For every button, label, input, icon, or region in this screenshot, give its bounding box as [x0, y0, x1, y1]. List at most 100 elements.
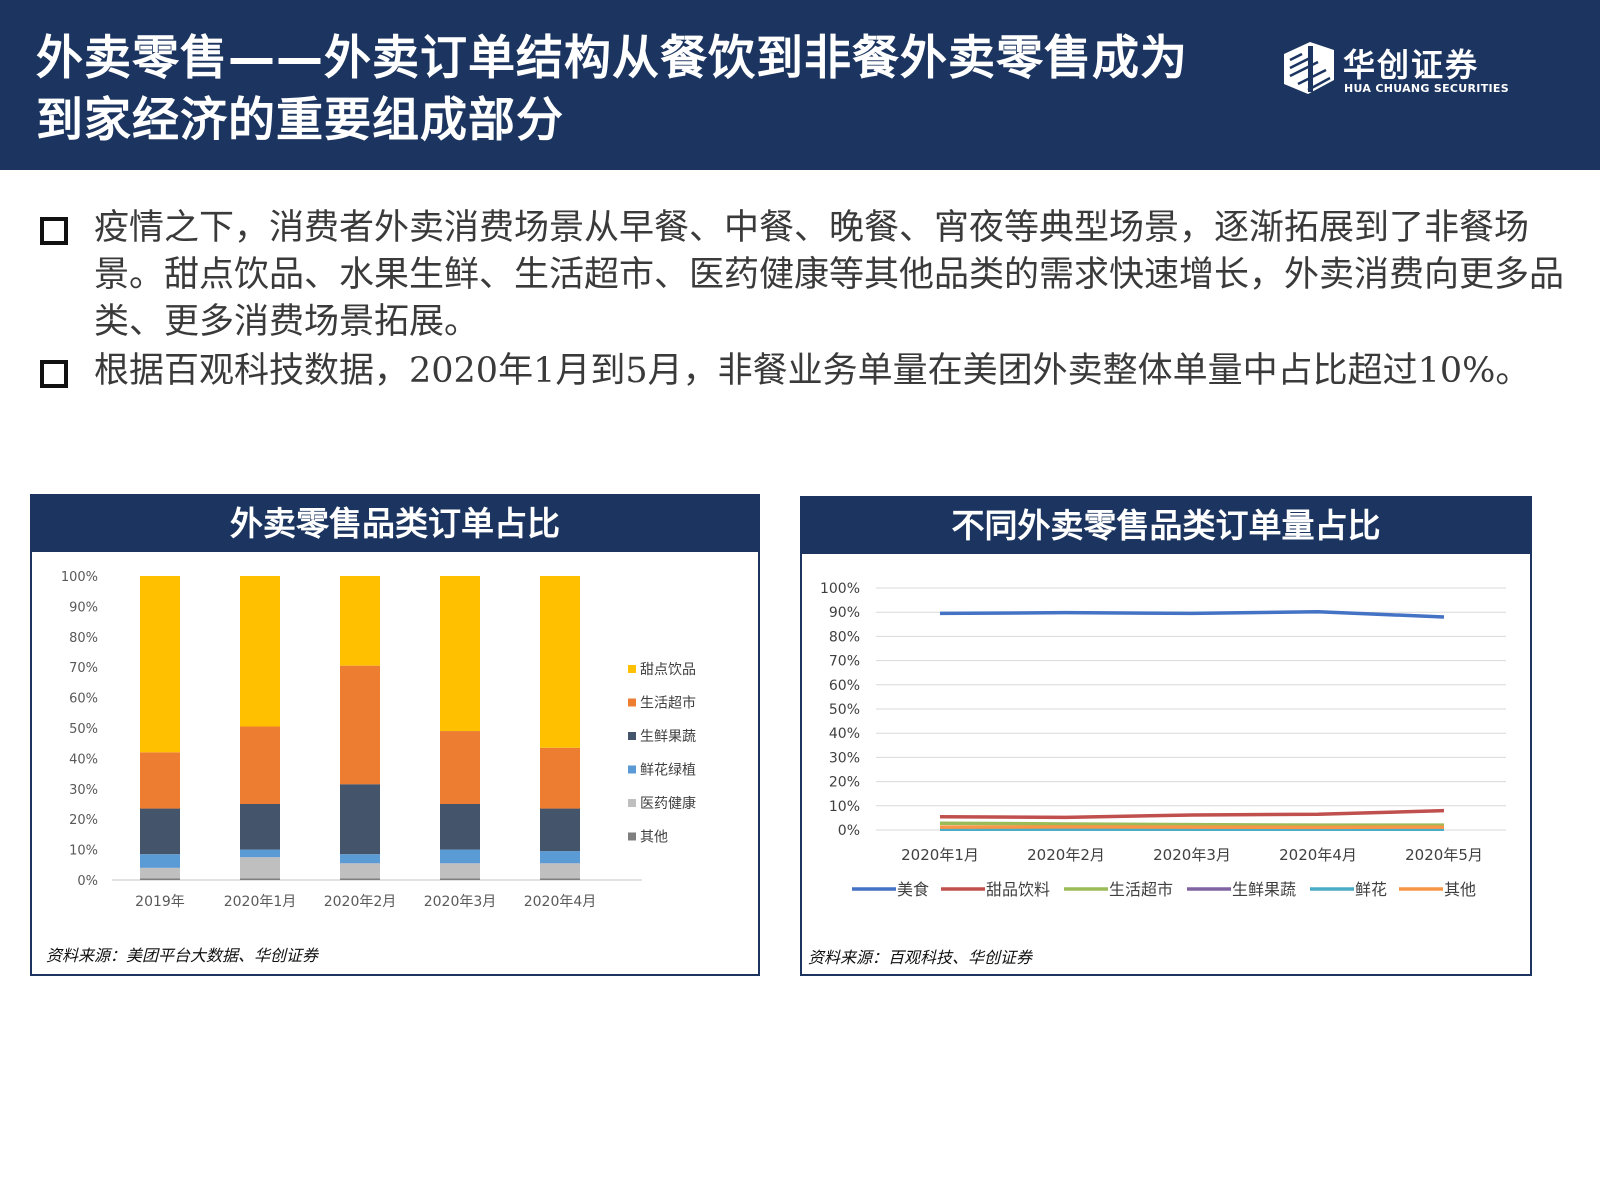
left-chart-panel: 外卖零售品类订单占比 0% 10% 20% 30% 40% 50% 60% 70% 80% 90%…	[30, 494, 760, 976]
brand-logo: 华创证券 HUA CHUANG SECURITIES	[1280, 40, 1520, 100]
bar-segment	[340, 863, 380, 879]
bar-segment	[440, 731, 480, 804]
y-tick-label: 30%	[829, 750, 860, 766]
x-tick-label: 2020年3月	[424, 894, 497, 910]
line-chart: 0% 10% 20% 30% 40% 50% 60% 70% 80% 90% 100% 2020年1月…	[820, 581, 1506, 899]
y-tick-label: 40%	[69, 752, 98, 767]
right-chart-panel: 不同外卖零售品类订单量占比 0% 10% 20% 30% 40% 50% 60% 70% 80%…	[800, 496, 1532, 976]
legend-label: 其他	[1444, 880, 1476, 899]
legend-swatch	[628, 799, 636, 807]
legend-swatch	[628, 765, 636, 774]
x-tick-label: 2020年5月	[1405, 846, 1483, 864]
bar-segment	[440, 576, 480, 732]
legend-label: 生活超市	[1109, 880, 1173, 899]
series-line	[939, 609, 1445, 619]
y-tick-label: 50%	[829, 702, 860, 718]
series-line	[939, 808, 1445, 820]
bar-segment	[540, 878, 580, 880]
bar-segment	[540, 863, 580, 879]
bullet-item: 疫情之下，消费者外卖消费场景从早餐、中餐、晚餐、宵夜等典型场景，逐渐拓展到了非餐…	[38, 205, 1568, 346]
y-tick-label: 90%	[829, 605, 860, 621]
bar-segment	[340, 784, 380, 855]
y-tick-label: 60%	[69, 692, 98, 707]
legend-swatch	[628, 698, 636, 707]
logo-text-cn: 华创证券	[1343, 46, 1480, 84]
checkbox-square-icon	[40, 217, 68, 245]
legend-swatch	[628, 732, 636, 740]
legend-label: 甜点饮品	[640, 662, 696, 678]
bar-segment	[140, 808, 180, 855]
bar-segment	[140, 576, 180, 753]
bar-segment	[340, 665, 380, 785]
stacked-bar-chart: 0% 10% 20% 30% 40% 50% 60% 70% 80% 90% 100% 2019年 20…	[61, 570, 696, 910]
y-tick-label: 80%	[69, 631, 98, 646]
bar-segment	[540, 576, 580, 748]
series-line	[939, 821, 1444, 827]
y-tick-label: 40%	[829, 726, 860, 742]
y-tick-label: 20%	[829, 775, 860, 791]
y-tick-label: 70%	[69, 661, 98, 676]
y-tick-label: 50%	[69, 722, 98, 737]
x-tick-label: 2020年4月	[1279, 846, 1357, 864]
y-tick-label: 20%	[69, 813, 98, 828]
bullet-item: 根据百观科技数据，2020年1月到5月，非餐业务单量在美团外卖整体单量中占比超过…	[38, 348, 1568, 395]
x-tick-label: 2020年3月	[1153, 846, 1231, 864]
x-tick-label: 2020年2月	[324, 894, 397, 910]
bar-segment	[340, 854, 380, 864]
y-tick-label: 80%	[829, 629, 860, 645]
bullet-text: 根据百观科技数据，2020年1月到5月，非餐业务单量在美团外卖整体单量中占比超过…	[94, 351, 1531, 391]
bar-segment	[240, 878, 280, 880]
bar-segment	[440, 863, 480, 879]
logo-text-en: HUA CHUANG SECURITIES	[1344, 82, 1509, 95]
header-bar: 外卖零售——外卖订单结构从餐饮到非餐外卖零售成为到家经济的重要组成部分 华创证券…	[0, 0, 1600, 170]
legend-label: 鲜花	[1355, 880, 1387, 899]
bar-segment	[340, 576, 380, 666]
bar-segment	[540, 851, 580, 864]
bullet-text: 疫情之下，消费者外卖消费场景从早餐、中餐、晚餐、宵夜等典型场景，逐渐拓展到了非餐…	[94, 208, 1565, 342]
bar-segment	[140, 752, 180, 809]
bar-segment	[240, 849, 280, 858]
bar-segment	[440, 849, 480, 864]
hua-chuang-logo-icon	[1284, 42, 1334, 94]
y-tick-label: 10%	[69, 844, 98, 859]
legend-swatch	[628, 665, 636, 673]
x-tick-label: 2019年	[135, 894, 185, 910]
x-tick-label: 2020年1月	[901, 846, 979, 864]
bar-segment	[240, 726, 280, 804]
x-tick-label: 2020年2月	[1027, 846, 1105, 864]
y-tick-label: 60%	[829, 678, 860, 694]
y-tick-label: 100%	[61, 570, 98, 585]
bar-segment	[540, 747, 580, 809]
bullet-list: 疫情之下，消费者外卖消费场景从早餐、中餐、晚餐、宵夜等典型场景，逐渐拓展到了非餐…	[38, 205, 1568, 397]
bar-segment	[140, 867, 180, 879]
x-tick-label: 2020年4月	[524, 894, 597, 910]
legend-label: 生鲜果蔬	[640, 729, 696, 745]
x-tick-label: 2020年1月	[224, 894, 297, 910]
y-tick-label: 0%	[77, 874, 98, 889]
legend-label: 甜品饮料	[986, 880, 1050, 899]
page-title: 外卖零售——外卖订单结构从餐饮到非餐外卖零售成为到家经济的重要组成部分	[36, 31, 1188, 148]
y-tick-label: 0%	[838, 823, 860, 839]
legend-label: 医药健康	[640, 795, 696, 812]
legend-label: 生活超市	[640, 695, 696, 712]
right-chart-title: 不同外卖零售品类订单量占比	[802, 498, 1530, 554]
legend-swatch	[628, 832, 636, 841]
y-tick-label: 10%	[829, 799, 860, 815]
legend-label: 鲜花绿植	[640, 763, 696, 779]
y-tick-label: 100%	[820, 581, 860, 597]
y-tick-label: 70%	[829, 654, 860, 670]
left-chart-title: 外卖零售品类订单占比	[32, 496, 758, 552]
bar-segment	[140, 854, 180, 868]
bar-segment	[140, 878, 180, 880]
checkbox-square-icon	[40, 360, 68, 388]
right-chart-source: 资料来源：百观科技、华创证券	[808, 948, 1033, 967]
legend-label: 生鲜果蔬	[1232, 880, 1296, 899]
left-chart-source: 资料来源：美团平台大数据、华创证券	[46, 946, 319, 965]
bar-segment	[540, 808, 580, 852]
bar-segment	[240, 857, 280, 879]
bar-segment	[240, 804, 280, 850]
bar-segment	[240, 576, 280, 727]
y-tick-label: 30%	[69, 783, 98, 798]
y-tick-label: 90%	[69, 600, 98, 615]
legend-label: 美食	[897, 880, 929, 899]
